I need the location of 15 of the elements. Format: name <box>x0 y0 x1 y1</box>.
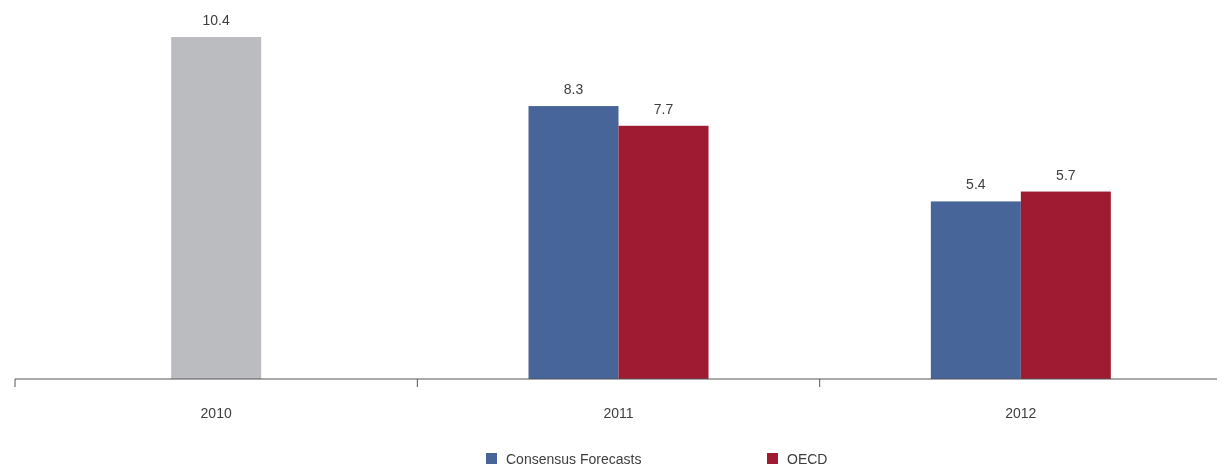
bar <box>528 106 619 379</box>
x-tick-label: 2012 <box>1005 405 1037 421</box>
bar <box>1020 191 1111 379</box>
legend-label: Consensus Forecasts <box>506 451 642 467</box>
data-label: 7.7 <box>653 100 674 117</box>
data-label: 5.7 <box>1056 166 1076 183</box>
bar <box>930 201 1021 379</box>
data-label: 8.3 <box>563 81 584 98</box>
bar <box>618 125 709 379</box>
x-tick-label: 2010 <box>200 405 232 421</box>
legend-label: OECD <box>787 451 828 467</box>
x-tick-label: 2011 <box>603 405 634 421</box>
data-label: 10.4 <box>202 12 230 28</box>
data-label: 5.4 <box>966 176 986 193</box>
bar <box>171 37 262 379</box>
